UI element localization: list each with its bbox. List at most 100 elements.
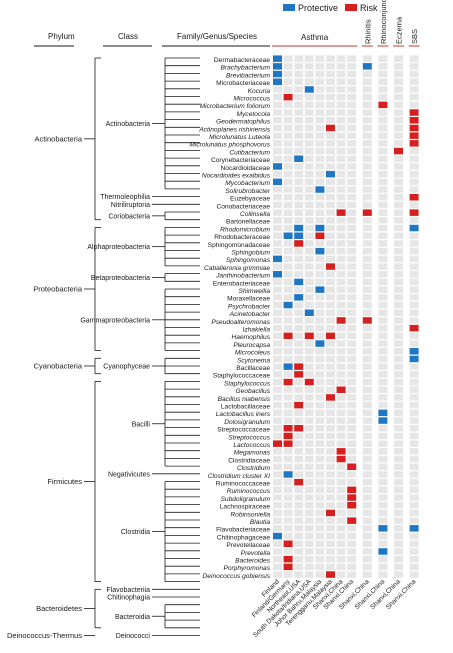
empty-cell bbox=[304, 224, 314, 232]
protective-cell bbox=[409, 525, 419, 532]
protective-cell bbox=[378, 525, 388, 532]
empty-cell bbox=[273, 294, 282, 301]
empty-cell bbox=[304, 494, 314, 501]
empty-cell bbox=[336, 417, 346, 424]
empty-cell bbox=[378, 124, 388, 132]
empty-cell bbox=[304, 132, 314, 139]
empty-cell bbox=[378, 509, 388, 517]
protective-cell bbox=[409, 348, 419, 355]
empty-cell bbox=[336, 340, 346, 347]
empty-cell bbox=[304, 324, 314, 332]
risk-cell bbox=[283, 555, 293, 563]
empty-cell bbox=[336, 271, 346, 278]
risk-cell bbox=[336, 448, 346, 455]
legend-swatch-risk bbox=[345, 4, 357, 11]
empty-cell bbox=[294, 502, 304, 509]
empty-cell bbox=[294, 178, 304, 186]
protective-cell bbox=[283, 363, 293, 370]
taxon-label: Psychrobacter bbox=[228, 303, 271, 310]
empty-cell bbox=[315, 240, 325, 247]
empty-cell bbox=[273, 455, 282, 463]
empty-cell bbox=[378, 555, 388, 563]
taxon-label: Clostridiaceae bbox=[228, 457, 270, 464]
taxon-label: Collinsella bbox=[240, 211, 270, 218]
empty-cell bbox=[336, 70, 346, 78]
empty-cell bbox=[409, 294, 419, 301]
empty-cell bbox=[273, 140, 282, 147]
empty-cell bbox=[394, 55, 403, 62]
empty-cell bbox=[336, 155, 346, 162]
empty-cell bbox=[315, 571, 325, 578]
empty-cell bbox=[378, 163, 388, 170]
empty-cell bbox=[336, 471, 346, 478]
protective-cell bbox=[326, 170, 335, 178]
empty-cell bbox=[304, 455, 314, 463]
empty-cell bbox=[394, 563, 403, 571]
empty-cell bbox=[347, 117, 357, 124]
empty-cell bbox=[304, 540, 314, 547]
empty-cell bbox=[394, 363, 403, 370]
empty-cell bbox=[409, 401, 419, 409]
empty-cell bbox=[304, 209, 314, 216]
empty-cell bbox=[315, 371, 325, 378]
empty-cell bbox=[394, 70, 403, 78]
empty-cell bbox=[326, 70, 335, 78]
taxon-labels: DermabacteraceaeBrachybacteriumBrevibact… bbox=[189, 57, 270, 580]
empty-cell bbox=[304, 563, 314, 571]
empty-cell bbox=[294, 463, 304, 470]
empty-cell bbox=[283, 178, 293, 186]
empty-cell bbox=[304, 201, 314, 209]
empty-cell bbox=[378, 263, 388, 270]
empty-cell bbox=[362, 409, 372, 417]
empty-cell bbox=[409, 394, 419, 401]
empty-cell bbox=[283, 101, 293, 109]
empty-cell bbox=[294, 209, 304, 216]
empty-cell bbox=[336, 525, 346, 532]
empty-cell bbox=[347, 63, 357, 70]
empty-cell bbox=[326, 555, 335, 563]
empty-cell bbox=[273, 132, 282, 139]
empty-cell bbox=[347, 525, 357, 532]
empty-cell bbox=[347, 471, 357, 478]
empty-cell bbox=[273, 502, 282, 509]
empty-cell bbox=[347, 101, 357, 109]
empty-cell bbox=[409, 571, 419, 578]
empty-cell bbox=[378, 117, 388, 124]
empty-cell bbox=[304, 448, 314, 455]
empty-cell bbox=[326, 378, 335, 386]
empty-cell bbox=[304, 70, 314, 78]
empty-cell bbox=[409, 63, 419, 70]
empty-cell bbox=[347, 93, 357, 101]
empty-cell bbox=[315, 178, 325, 186]
empty-cell bbox=[283, 132, 293, 139]
empty-cell bbox=[409, 255, 419, 263]
empty-cell bbox=[273, 240, 282, 247]
empty-cell bbox=[294, 186, 304, 193]
empty-cell bbox=[283, 240, 293, 247]
empty-cell bbox=[315, 440, 325, 447]
taxon-label: Scytonema bbox=[237, 357, 270, 364]
empty-cell bbox=[273, 93, 282, 101]
protective-cell bbox=[409, 224, 419, 232]
empty-cell bbox=[315, 525, 325, 532]
empty-cell bbox=[378, 217, 388, 224]
taxon-label: Bacillus niabensis bbox=[218, 396, 271, 403]
empty-cell bbox=[347, 563, 357, 571]
empty-cell bbox=[394, 494, 403, 501]
empty-cell bbox=[347, 201, 357, 209]
class-label-2: Nitriliruptoria bbox=[111, 202, 150, 209]
empty-cell bbox=[378, 240, 388, 247]
taxon-label: Mycetocola bbox=[237, 111, 271, 118]
empty-cell bbox=[304, 571, 314, 578]
empty-cell bbox=[362, 170, 372, 178]
empty-cell bbox=[362, 86, 372, 93]
empty-cell bbox=[304, 186, 314, 193]
empty-cell bbox=[283, 517, 293, 524]
column-headers: Phylum Class Family/Genus/Species bbox=[34, 32, 270, 47]
empty-cell bbox=[409, 409, 419, 417]
empty-cell bbox=[362, 201, 372, 209]
empty-cell bbox=[394, 101, 403, 109]
empty-cell bbox=[394, 163, 403, 170]
taxon-label: Mycobacterium bbox=[225, 180, 270, 187]
empty-cell bbox=[394, 93, 403, 101]
